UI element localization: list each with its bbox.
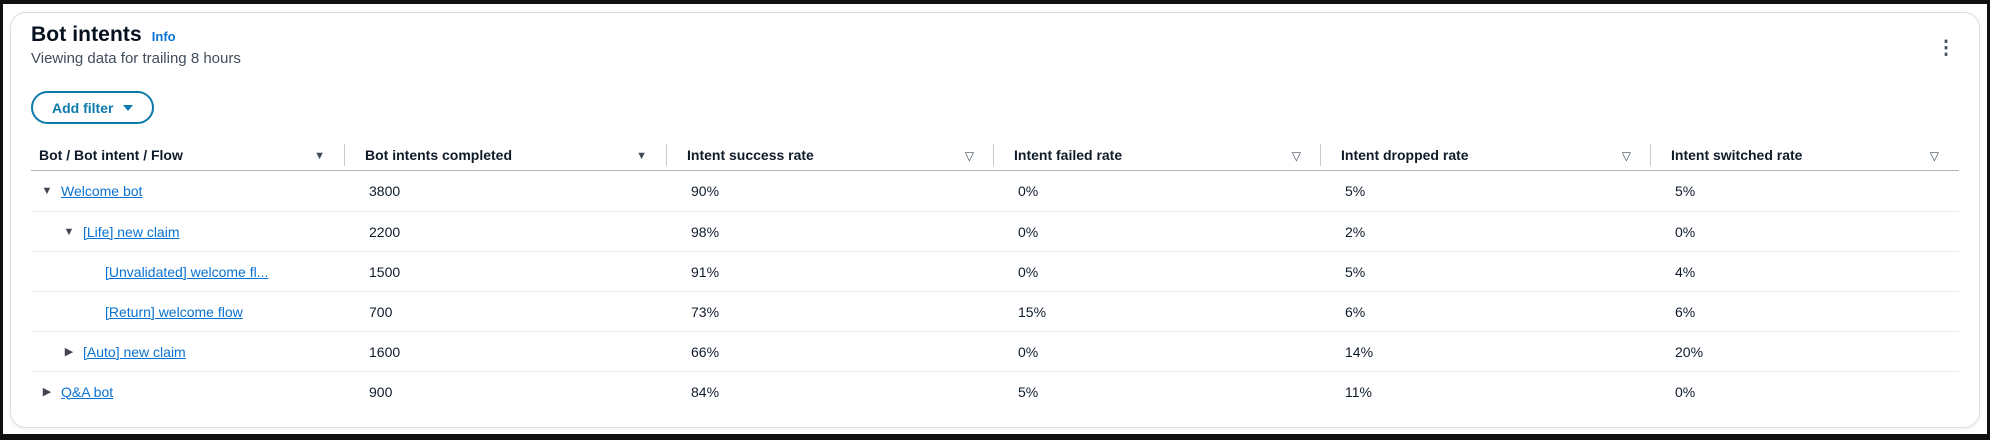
switched-rate-cell: 0% <box>1675 223 1696 240</box>
column-header[interactable]: Bot / Bot intent / Flow <box>31 139 345 170</box>
failed-rate-cell: 15% <box>1018 303 1047 320</box>
column-header[interactable]: Intent success rate <box>667 139 994 170</box>
completed-cell: 1500 <box>369 263 401 280</box>
row-link[interactable]: [Life] new claim <box>83 223 180 240</box>
kebab-menu-button[interactable]: ⋮ <box>1929 31 1963 65</box>
column-header-label: Bot intents completed <box>365 146 513 163</box>
switched-rate-cell: 5% <box>1675 183 1696 199</box>
name-cell: [Unvalidated] welcome fl... <box>31 252 345 291</box>
column-header[interactable]: Bot intents completed <box>345 139 667 170</box>
name-cell: [Return] welcome flow <box>31 292 345 331</box>
column-header-label: Intent success rate <box>687 146 814 163</box>
column-header-label: Intent dropped rate <box>1341 146 1469 163</box>
filter-dropdown-filled-icon[interactable] <box>314 147 325 162</box>
filter-dropdown-outlined-icon[interactable] <box>1622 148 1631 162</box>
table-row: [Auto] new claim 1600 66% 0% 14% 20% <box>31 331 1959 371</box>
table-row: [Return] welcome flow 700 73% 15% 6% 6% <box>31 291 1959 331</box>
dropped-rate-cell: 5% <box>1345 263 1366 280</box>
filter-dropdown-outlined-icon[interactable] <box>965 148 974 162</box>
table-header-row: Bot / Bot intent / Flow Bot intents comp… <box>31 139 1959 171</box>
table-body: Welcome bot 3800 90% 0% 5% 5% [Life] new… <box>31 171 1959 411</box>
dropped-rate-cell: 11% <box>1345 383 1372 400</box>
success-rate-cell: 98% <box>691 223 720 240</box>
dropped-rate-cell: 2% <box>1345 223 1366 240</box>
add-filter-label: Add filter <box>52 99 114 116</box>
completed-cell: 900 <box>369 383 393 400</box>
column-header-label: Intent failed rate <box>1014 146 1123 163</box>
failed-rate-cell: 0% <box>1018 263 1039 280</box>
expand-caret-icon[interactable] <box>61 226 77 238</box>
page-title: Bot intents <box>31 23 142 46</box>
table-row: [Unvalidated] welcome fl... 1500 91% 0% … <box>31 251 1959 291</box>
name-cell: Welcome bot <box>31 171 345 211</box>
row-link[interactable]: [Unvalidated] welcome fl... <box>105 263 269 280</box>
failed-rate-cell: 0% <box>1018 223 1039 240</box>
panel-header: Bot intents Info Viewing data for traili… <box>31 23 1959 69</box>
dropped-rate-cell: 6% <box>1345 303 1366 320</box>
name-cell: [Auto] new claim <box>31 332 345 371</box>
success-rate-cell: 90% <box>691 183 720 199</box>
chevron-down-icon <box>123 104 134 111</box>
table-row: Q&A bot 900 84% 5% 11% 0% <box>31 371 1959 411</box>
dropped-rate-cell: 5% <box>1345 183 1366 199</box>
vertical-ellipsis-icon: ⋮ <box>1936 37 1956 59</box>
switched-rate-cell: 4% <box>1675 263 1696 280</box>
row-link[interactable]: Welcome bot <box>61 183 143 199</box>
failed-rate-cell: 5% <box>1018 383 1039 400</box>
table-row: Welcome bot 3800 90% 0% 5% 5% <box>31 171 1959 211</box>
success-rate-cell: 91% <box>691 263 720 280</box>
dropped-rate-cell: 14% <box>1345 343 1374 360</box>
column-header[interactable]: Intent dropped rate <box>1321 139 1651 170</box>
completed-cell: 3800 <box>369 183 401 199</box>
column-header[interactable]: Intent failed rate <box>994 139 1321 170</box>
title-line: Bot intents Info <box>31 23 1959 47</box>
completed-cell: 2200 <box>369 223 401 240</box>
switched-rate-cell: 0% <box>1675 383 1696 400</box>
completed-cell: 700 <box>369 303 393 320</box>
expand-caret-icon[interactable] <box>39 385 55 398</box>
table-row: [Life] new claim 2200 98% 0% 2% 0% <box>31 211 1959 251</box>
column-header-label: Intent switched rate <box>1671 146 1803 163</box>
name-cell: Q&A bot <box>31 372 345 411</box>
row-link[interactable]: Q&A bot <box>61 383 114 400</box>
filter-dropdown-outlined-icon[interactable] <box>1292 148 1301 162</box>
expand-caret-icon[interactable] <box>61 345 77 358</box>
success-rate-cell: 66% <box>691 343 720 360</box>
bot-intents-panel: Bot intents Info Viewing data for traili… <box>10 12 1980 428</box>
column-header[interactable]: Intent switched rate <box>1651 139 1959 170</box>
success-rate-cell: 84% <box>691 383 720 400</box>
completed-cell: 1600 <box>369 343 401 360</box>
filter-dropdown-filled-icon[interactable] <box>636 147 647 162</box>
success-rate-cell: 73% <box>691 303 720 320</box>
failed-rate-cell: 0% <box>1018 343 1039 360</box>
failed-rate-cell: 0% <box>1018 183 1039 199</box>
row-link[interactable]: [Return] welcome flow <box>105 303 243 320</box>
subtitle: Viewing data for trailing 8 hours <box>31 50 241 67</box>
add-filter-button[interactable]: Add filter <box>31 91 155 124</box>
column-header-label: Bot / Bot intent / Flow <box>39 146 183 163</box>
name-cell: [Life] new claim <box>31 212 345 251</box>
expand-caret-icon[interactable] <box>39 185 55 197</box>
info-link[interactable]: Info <box>151 29 176 44</box>
row-link[interactable]: [Auto] new claim <box>83 343 186 360</box>
switched-rate-cell: 20% <box>1675 343 1704 360</box>
bot-intents-table: Bot / Bot intent / Flow Bot intents comp… <box>31 139 1959 411</box>
filter-dropdown-outlined-icon[interactable] <box>1930 148 1939 162</box>
switched-rate-cell: 6% <box>1675 303 1696 320</box>
